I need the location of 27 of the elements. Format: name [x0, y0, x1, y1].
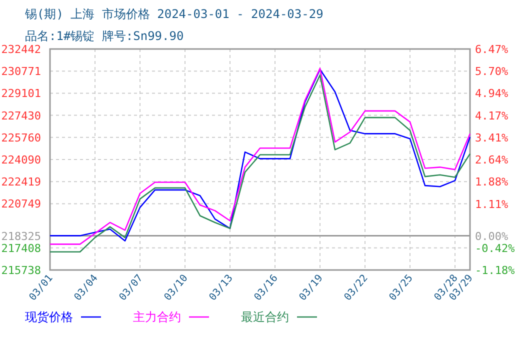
y-tick-label: 230771 [1, 65, 41, 78]
y-tick-label: 232442 [1, 43, 41, 56]
y2-tick-label: 4.17% [475, 109, 508, 122]
y-tick-label: 225760 [1, 131, 41, 144]
chart-subtitle: 品名:1#锡锭 牌号:Sn99.90 [25, 29, 184, 43]
legend-label: 主力合约 [133, 310, 181, 324]
legend-label: 最近合约 [241, 310, 289, 324]
y-tick-label: 222419 [1, 176, 41, 189]
y2-tick-label: 6.47% [475, 43, 508, 56]
y-tick-label: 215738 [1, 264, 41, 277]
chart-title: 锡(期) 上海 市场价格 2024-03-01 - 2024-03-29 [24, 7, 324, 21]
y2-tick-label: 3.41% [475, 131, 508, 144]
y-tick-label: 218325 [1, 230, 41, 243]
y-tick-label: 229101 [1, 87, 41, 100]
y2-tick-label: 1.11% [475, 198, 508, 211]
y-tick-label: 217408 [1, 242, 41, 255]
y-tick-label: 227430 [1, 109, 41, 122]
legend-label: 现货价格 [25, 310, 73, 324]
y2-tick-label: 0.00% [475, 230, 508, 243]
y2-tick-label: 1.88% [475, 176, 508, 189]
y-tick-label: 220749 [1, 198, 41, 211]
y2-tick-label: 5.70% [475, 65, 508, 78]
y2-tick-label: 4.94% [475, 87, 508, 100]
y2-tick-label: 2.64% [475, 154, 508, 167]
y-tick-label: 224090 [1, 154, 41, 166]
y2-tick-label: -0.42% [475, 242, 516, 256]
y2-tick-label: -1.18% [475, 264, 516, 277]
